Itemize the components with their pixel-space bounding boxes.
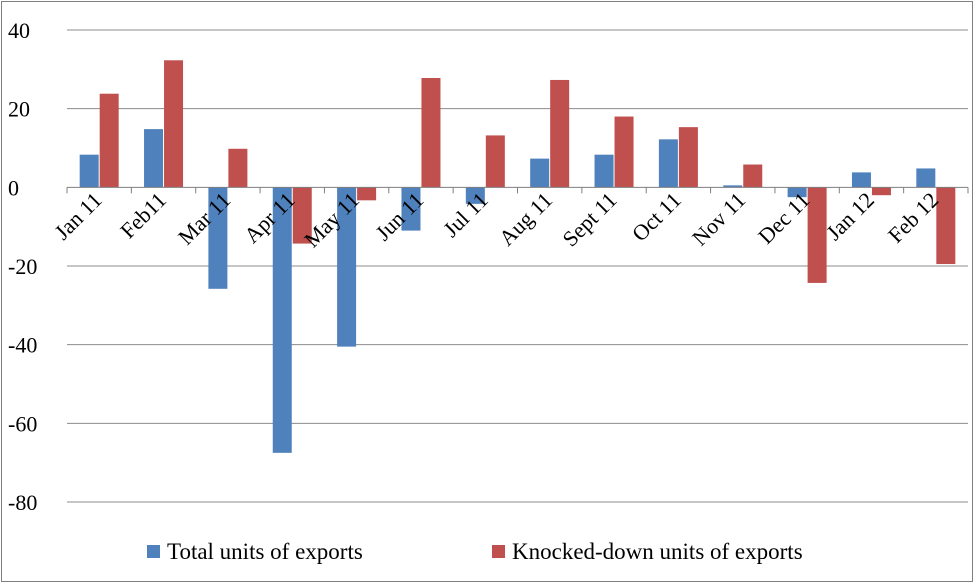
bar-total-units bbox=[658, 139, 678, 188]
y-axis-ticks: 40 20 0 -20 -40 -60 -80 bbox=[8, 18, 37, 515]
y-tick-label: -60 bbox=[8, 411, 37, 436]
bar-knocked-down-units bbox=[678, 127, 698, 188]
legend-swatch bbox=[147, 545, 160, 558]
bar-knocked-down-units bbox=[743, 164, 763, 188]
y-tick-label: -20 bbox=[8, 254, 37, 279]
bar-knocked-down-units bbox=[550, 79, 570, 188]
bars bbox=[79, 60, 956, 453]
x-axis bbox=[66, 186, 969, 194]
bar-total-units bbox=[594, 154, 614, 188]
legend-label: Knocked-down units of exports bbox=[512, 539, 803, 564]
y-tick-label: 20 bbox=[8, 97, 30, 122]
bar-knocked-down-units bbox=[292, 187, 312, 244]
bar-total-units bbox=[465, 187, 485, 204]
bar-total-units bbox=[144, 129, 164, 188]
bar-total-units bbox=[337, 187, 357, 347]
y-tick-label: 0 bbox=[8, 175, 19, 200]
bar-total-units bbox=[272, 187, 292, 453]
legend: Total units of exports Knocked-down units… bbox=[147, 539, 803, 564]
bar-total-units bbox=[916, 168, 936, 188]
y-tick-label: 40 bbox=[8, 18, 30, 43]
bar-total-units bbox=[530, 158, 550, 188]
bar-knocked-down-units bbox=[614, 116, 634, 188]
bar-knocked-down-units bbox=[485, 135, 505, 188]
bar-knocked-down-units bbox=[228, 148, 248, 188]
bar-knocked-down-units bbox=[164, 60, 184, 188]
bar-total-units bbox=[401, 187, 421, 231]
bar-total-units bbox=[787, 187, 807, 198]
y-tick-label: -80 bbox=[8, 490, 37, 515]
bar-total-units bbox=[851, 172, 871, 188]
bar-knocked-down-units bbox=[807, 187, 827, 283]
bar-total-units bbox=[723, 185, 743, 188]
bar-knocked-down-units bbox=[357, 187, 377, 201]
bar-knocked-down-units bbox=[871, 187, 891, 196]
bar-knocked-down-units bbox=[99, 93, 119, 188]
bar-total-units bbox=[79, 154, 99, 188]
bar-total-units bbox=[208, 187, 228, 289]
bar-knocked-down-units bbox=[936, 187, 956, 265]
y-tick-label: -40 bbox=[8, 333, 37, 358]
bar-knocked-down-units bbox=[421, 77, 441, 188]
legend-swatch bbox=[492, 545, 505, 558]
legend-label: Total units of exports bbox=[167, 539, 363, 564]
